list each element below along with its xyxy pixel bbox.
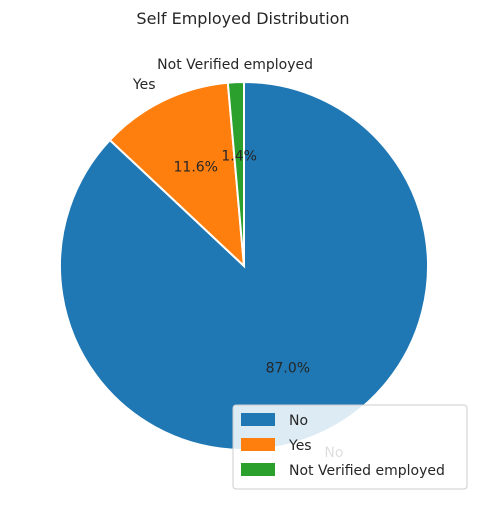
slice-label-not-verified-employed: Not Verified employed — [157, 57, 313, 73]
pie-slices — [60, 82, 428, 450]
percent-label-no: 87.0% — [266, 360, 310, 376]
legend: No Yes Not Verified employed — [233, 405, 467, 489]
slice-label-yes: Yes — [132, 77, 156, 93]
percent-label-not-verified-employed: 1.4% — [221, 149, 257, 165]
legend-swatch-no — [241, 413, 275, 426]
legend-swatch-yes — [241, 438, 275, 451]
legend-label-not-verified-employed: Not Verified employed — [289, 463, 445, 479]
percent-label-yes: 11.6% — [174, 160, 218, 176]
legend-label-no: No — [289, 413, 308, 429]
legend-swatch-not-verified-employed — [241, 463, 275, 476]
legend-label-yes: Yes — [288, 438, 312, 454]
chart-title: Self Employed Distribution — [136, 9, 349, 28]
